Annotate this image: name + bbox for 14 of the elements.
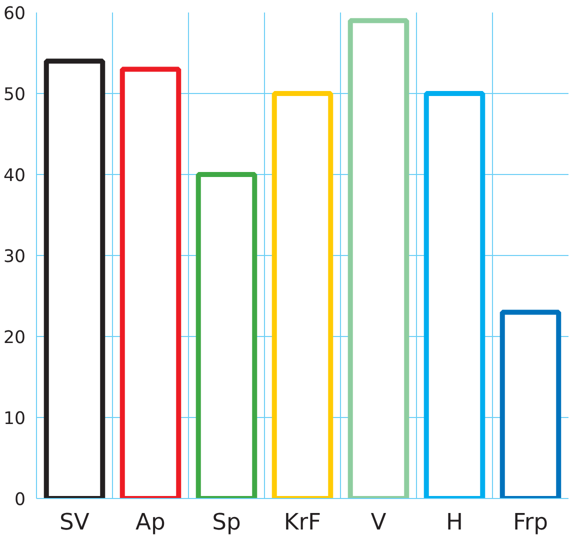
x-tick-label: SV xyxy=(60,510,90,536)
x-tick-label: H xyxy=(446,510,464,536)
x-tick-label: Ap xyxy=(136,510,166,536)
y-tick-label: 10 xyxy=(3,409,26,429)
x-tick-label: Frp xyxy=(512,510,548,536)
x-tick-label: KrF xyxy=(284,510,322,536)
y-tick-label: 40 xyxy=(3,166,26,186)
y-tick-label: 50 xyxy=(3,85,26,105)
x-tick-label: Sp xyxy=(212,510,241,536)
y-tick-label: 0 xyxy=(14,490,26,510)
y-tick-label: 30 xyxy=(3,247,26,267)
y-tick-label: 20 xyxy=(3,328,26,348)
y-tick-label: 60 xyxy=(3,4,26,24)
x-tick-label: V xyxy=(370,510,387,536)
